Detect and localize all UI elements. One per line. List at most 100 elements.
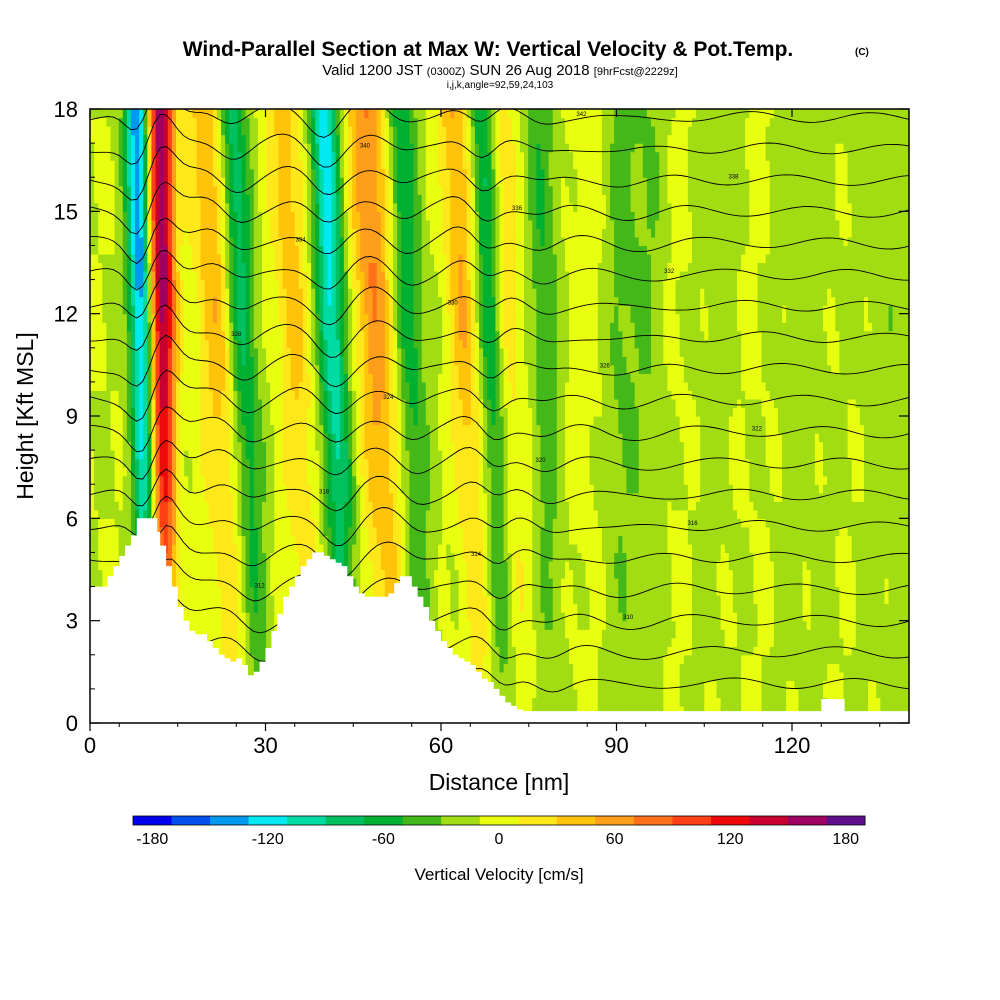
velocity-cell	[696, 535, 701, 545]
velocity-cell	[847, 697, 853, 707]
velocity-cell	[278, 552, 284, 562]
velocity-cell	[687, 543, 693, 554]
velocity-cell	[507, 646, 513, 656]
velocity-cell	[229, 552, 234, 562]
velocity-cell	[261, 578, 267, 588]
velocity-cell	[728, 518, 734, 528]
velocity-cell	[638, 509, 644, 519]
velocity-cell	[216, 578, 222, 588]
velocity-cell	[290, 560, 296, 571]
velocity-cell	[831, 646, 836, 656]
velocity-cell	[675, 697, 681, 707]
velocity-cell	[667, 595, 673, 605]
velocity-cell	[569, 578, 574, 588]
velocity-cell	[573, 637, 578, 647]
velocity-cell	[634, 535, 640, 545]
velocity-cell	[823, 654, 828, 664]
velocity-cell	[741, 543, 746, 554]
velocity-cell	[601, 569, 607, 579]
velocity-cell	[462, 654, 468, 664]
velocity-cell	[843, 697, 849, 707]
velocity-cell	[691, 705, 697, 716]
velocity-cell	[515, 663, 521, 673]
velocity-cell	[704, 543, 709, 554]
velocity-cell	[266, 560, 271, 571]
velocity-cell	[773, 612, 779, 622]
velocity-cell	[315, 509, 320, 519]
velocity-cell	[409, 560, 415, 571]
velocity-cell	[683, 612, 689, 622]
velocity-cell	[614, 680, 619, 690]
velocity-cell	[532, 560, 537, 571]
velocity-cell	[741, 629, 746, 639]
velocity-cell	[405, 543, 411, 554]
velocity-cell	[896, 603, 902, 613]
velocity-cell	[470, 612, 476, 622]
velocity-cell	[777, 509, 783, 519]
velocity-cell	[233, 637, 239, 647]
velocity-cell	[851, 552, 857, 562]
velocity-cell	[483, 663, 488, 673]
velocity-cell	[843, 535, 849, 545]
velocity-cell	[704, 518, 709, 528]
velocity-cell	[880, 595, 886, 605]
velocity-cell	[519, 595, 525, 605]
velocity-cell	[241, 552, 247, 562]
velocity-cell	[745, 535, 750, 545]
velocity-cell	[225, 578, 230, 588]
velocity-cell	[675, 552, 681, 562]
velocity-cell	[536, 612, 542, 622]
velocity-cell	[560, 595, 566, 605]
velocity-cell	[204, 612, 210, 622]
velocity-cell	[540, 578, 546, 588]
velocity-cell	[360, 560, 365, 571]
velocity-cell	[298, 509, 304, 519]
velocity-cell	[552, 509, 558, 519]
velocity-cell	[536, 654, 542, 664]
velocity-cell	[749, 663, 754, 673]
velocity-cell	[601, 671, 607, 681]
velocity-cell	[573, 705, 578, 716]
velocity-cell	[708, 526, 714, 536]
velocity-cell	[683, 535, 689, 545]
velocity-cell	[696, 509, 701, 519]
velocity-cell	[691, 509, 697, 519]
velocity-cell	[786, 586, 791, 596]
velocity-cell	[769, 654, 775, 664]
velocity-cell	[483, 569, 488, 579]
velocity-cell	[601, 509, 607, 519]
velocity-cell	[573, 586, 578, 596]
velocity-cell	[200, 595, 206, 605]
velocity-cell	[433, 543, 439, 554]
velocity-cell	[200, 578, 206, 588]
velocity-cell	[884, 697, 890, 707]
velocity-cell	[622, 543, 628, 554]
velocity-cell	[761, 646, 767, 656]
velocity-cell	[892, 654, 898, 664]
velocity-cell	[810, 569, 816, 579]
velocity-cell	[528, 620, 533, 630]
velocity-cell	[536, 535, 542, 545]
velocity-cell	[372, 569, 378, 579]
velocity-cell	[675, 629, 681, 639]
velocity-cell	[687, 654, 693, 664]
velocity-cell	[270, 620, 275, 630]
velocity-cell	[724, 535, 730, 545]
velocity-cell	[769, 518, 775, 528]
velocity-cell	[659, 509, 664, 519]
velocity-cell	[659, 688, 664, 699]
velocity-cell	[270, 518, 275, 528]
velocity-cell	[634, 680, 640, 690]
velocity-cell	[732, 569, 738, 579]
velocity-cell	[863, 705, 869, 716]
velocity-cell	[642, 637, 648, 647]
velocity-cell	[716, 526, 722, 536]
velocity-cell	[831, 620, 836, 630]
velocity-cell	[581, 646, 587, 656]
velocity-cell	[622, 603, 628, 613]
velocity-cell	[622, 509, 628, 519]
velocity-cell	[577, 671, 582, 681]
velocity-cell	[216, 620, 222, 630]
velocity-cell	[786, 543, 791, 554]
velocity-cell	[810, 612, 816, 622]
